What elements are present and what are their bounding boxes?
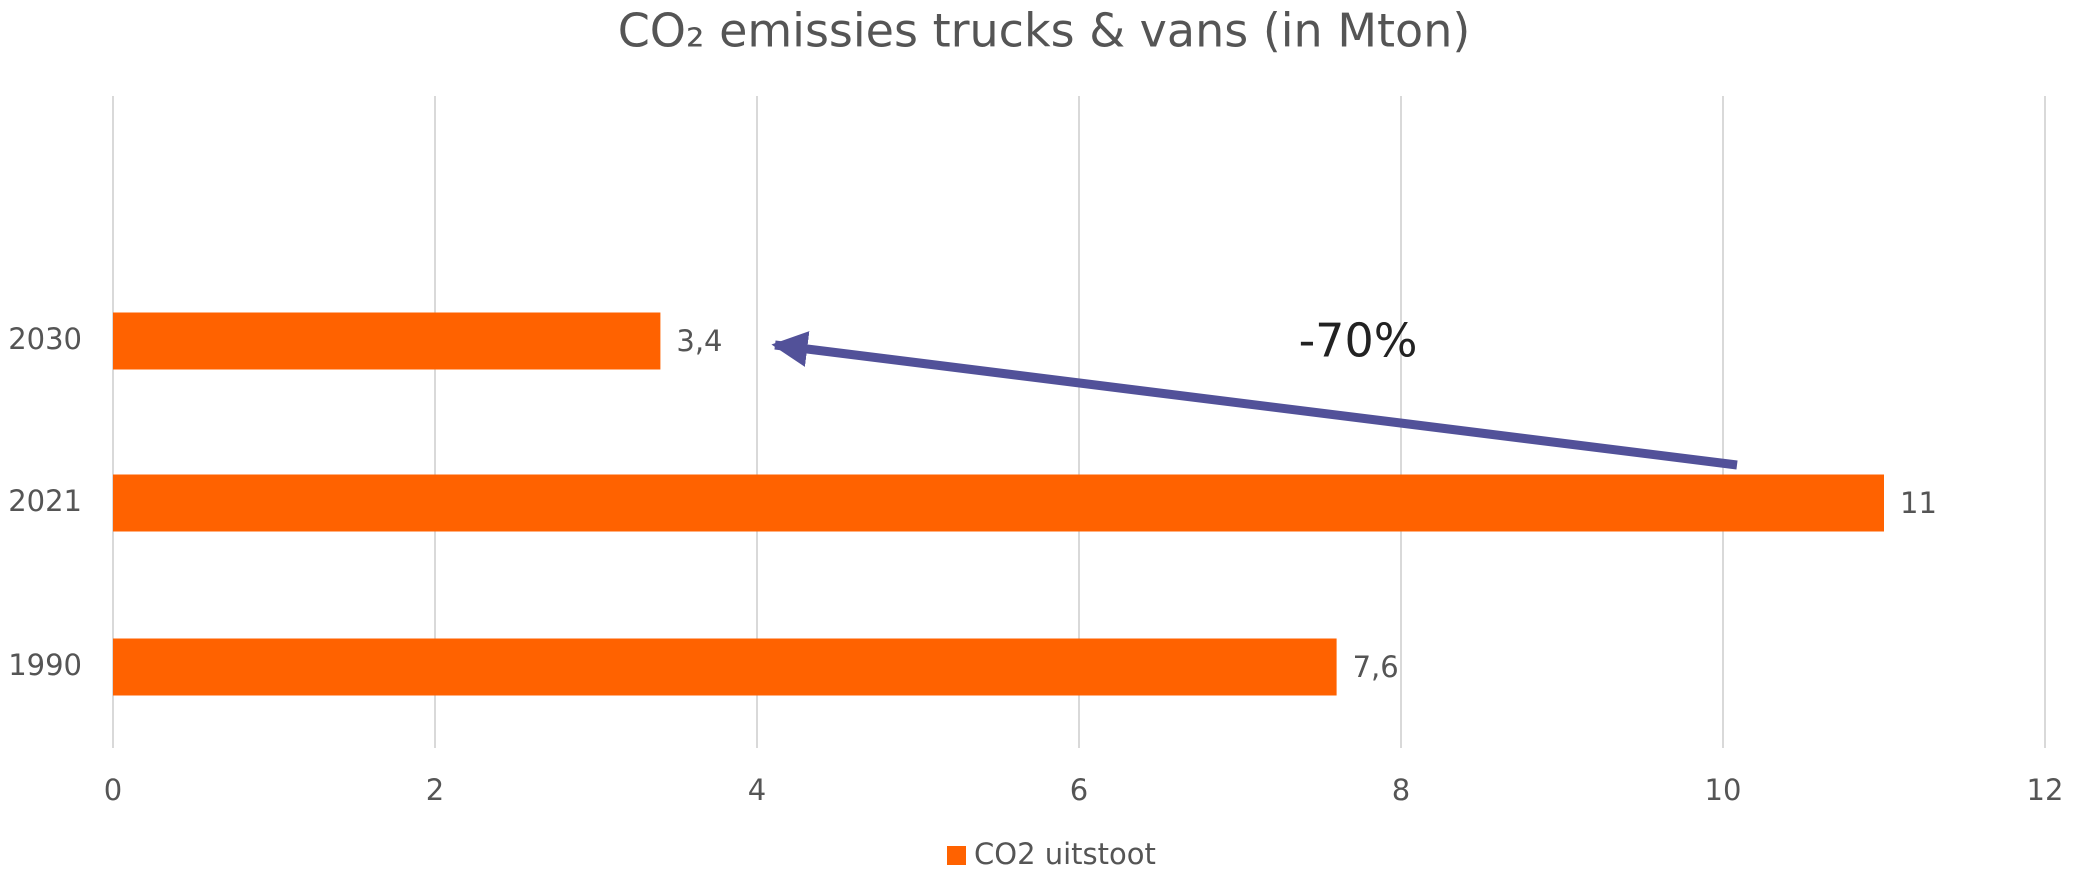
y-tick-label: 2030 [8,322,82,356]
x-tick-label: 10 [1705,773,1742,807]
x-tick-label: 6 [1070,773,1088,807]
x-tick-label: 0 [104,773,122,807]
bar [113,312,661,370]
x-tick-label: 4 [748,773,766,807]
legend-label: CO2 uitstoot [974,837,1156,871]
arrow [771,331,1738,470]
annotation: -70% [1299,314,1418,368]
legend-swatch [947,846,966,865]
x-tick-label: 8 [1392,773,1410,807]
chart-title: CO₂ emissies trucks & vans (in Mton) [618,4,1471,58]
bar [113,474,1884,532]
bar [113,638,1337,696]
x-tick-label: 12 [2027,773,2064,807]
value-label: 3,4 [676,324,722,358]
x-tick-label: 2 [426,773,444,807]
value-label: 11 [1900,486,1937,520]
y-tick-label: 1990 [8,648,82,682]
value-label: 7,6 [1353,650,1399,684]
y-tick-label: 2021 [8,484,82,518]
